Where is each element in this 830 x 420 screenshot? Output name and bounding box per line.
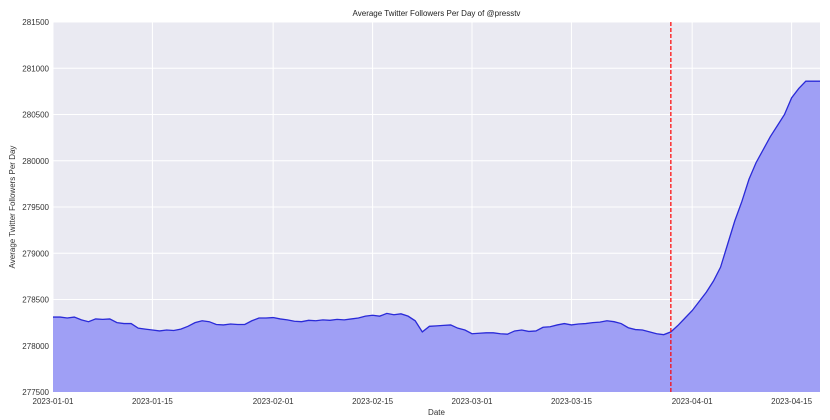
series-line: [53, 80, 820, 336]
y-tick-label: 280000: [22, 157, 49, 166]
y-tick-label: 279000: [22, 249, 49, 258]
x-tick-label: 2023-01-15: [132, 397, 173, 406]
area-fill: [53, 81, 820, 392]
x-axis-ticks: 2023-01-01 2023-01-15 2023-02-01 2023-02-15…: [33, 397, 813, 406]
x-axis-title: Date: [428, 408, 445, 417]
y-tick-label: 281000: [22, 64, 49, 73]
x-tick-label: 2023-02-15: [352, 397, 393, 406]
x-tick-label: 2023-03-01: [452, 397, 493, 406]
y-tick-label: 278500: [22, 296, 49, 305]
y-tick-label: 278000: [22, 342, 49, 351]
x-tick-label: 2023-04-01: [672, 397, 713, 406]
y-axis-ticks: 277500 278000 278500 279000 279500 280000 2805…: [22, 18, 49, 397]
y-axis-title: Average Twitter Followers Per Day: [8, 146, 17, 269]
y-tick-label: 277500: [22, 388, 49, 397]
x-tick-label: 2023-03-15: [551, 397, 592, 406]
x-tick-label: 2023-04-15: [771, 397, 812, 406]
y-tick-label: 279500: [22, 203, 49, 212]
y-tick-label: 280500: [22, 111, 49, 120]
y-tick-label: 281500: [22, 18, 49, 27]
x-tick-label: 2023-02-01: [253, 397, 294, 406]
x-tick-label: 2023-01-01: [33, 397, 74, 406]
chart-title: Average Twitter Followers Per Day of @pr…: [353, 9, 521, 18]
